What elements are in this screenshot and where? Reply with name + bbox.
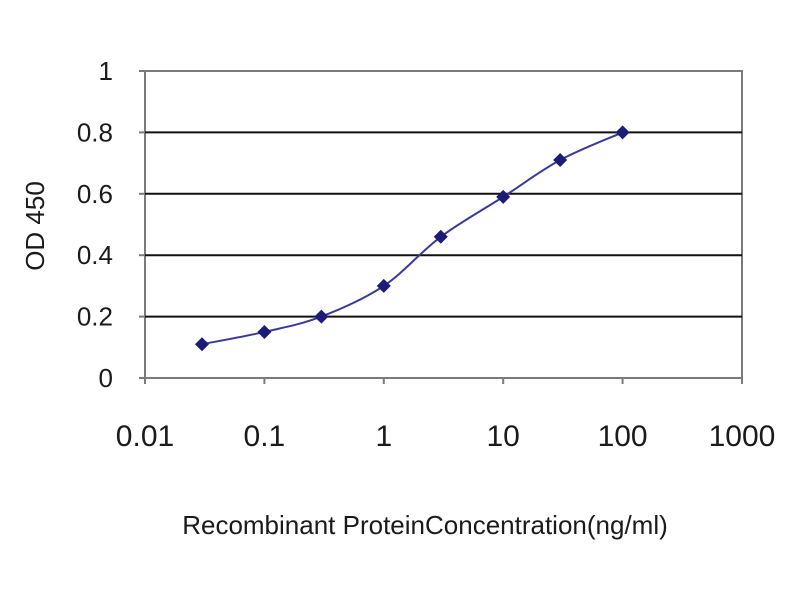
data-point-marker <box>433 229 448 244</box>
data-point-marker <box>314 309 329 324</box>
y-tick-label: 0.6 <box>77 179 113 209</box>
plot-area <box>144 70 743 379</box>
data-point-marker <box>496 189 511 204</box>
data-point-marker <box>376 278 391 293</box>
y-tick-label: 1 <box>99 56 113 86</box>
x-axis: 0.01 0.1 1 10 100 1000 <box>116 378 776 453</box>
y-tick-label: 0 <box>99 363 113 393</box>
x-tick-label: 1 <box>375 420 392 453</box>
grid-lines <box>145 131 742 318</box>
x-tick-label: 0.1 <box>244 420 286 453</box>
x-axis-title: Recombinant ProteinConcentration(ng/ml) <box>182 510 668 540</box>
data-point-marker <box>615 125 630 140</box>
data-point-marker <box>194 337 209 352</box>
y-tick-label: 0.4 <box>77 240 113 270</box>
x-tick-label: 10 <box>487 420 520 453</box>
data-series <box>194 125 630 352</box>
x-tick-label: 0.01 <box>116 420 174 453</box>
x-tick-label: 100 <box>598 420 648 453</box>
x-tick-label: 1000 <box>709 420 776 453</box>
y-axis: 0 0.2 0.4 0.6 0.8 1 <box>77 56 145 393</box>
y-axis-title: OD 450 <box>20 181 50 271</box>
y-tick-label: 0.2 <box>77 302 113 332</box>
data-point-marker <box>553 153 568 168</box>
y-tick-label: 0.8 <box>77 117 113 147</box>
data-point-marker <box>257 324 272 339</box>
